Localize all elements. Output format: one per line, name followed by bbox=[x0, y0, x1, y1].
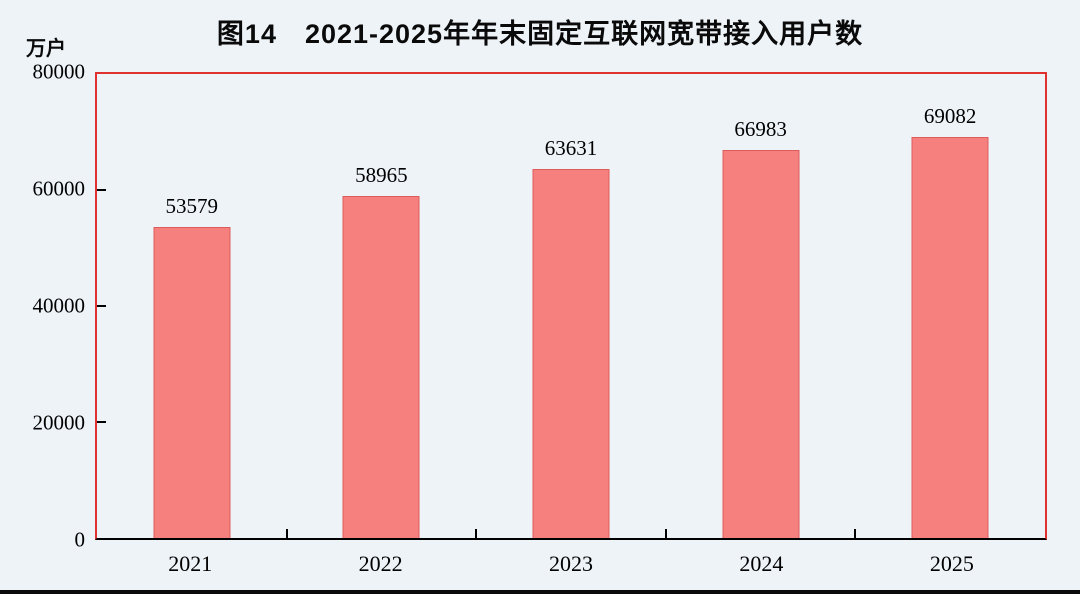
bar-slot: 66983 bbox=[666, 74, 856, 538]
x-axis-label: 2021 bbox=[168, 551, 213, 576]
bar-2023 bbox=[532, 168, 610, 538]
bar-value-label: 63631 bbox=[544, 135, 598, 160]
y-tick-label: 40000 bbox=[32, 293, 86, 318]
bar-slot: 69082 bbox=[855, 74, 1045, 538]
x-axis-labels: 2021 2022 2023 2024 2025 bbox=[95, 551, 1047, 577]
y-tick-label: 80000 bbox=[32, 59, 86, 84]
x-axis-label: 2022 bbox=[358, 551, 403, 576]
bottom-border-line bbox=[0, 590, 1080, 594]
y-axis-tick-labels: 0 20000 40000 60000 80000 bbox=[0, 61, 86, 550]
bar-2021 bbox=[153, 227, 231, 538]
bar-value-label: 58965 bbox=[355, 163, 408, 188]
y-tick-label: 0 bbox=[74, 527, 86, 552]
plot-area: 53579 58965 63631 66983 69082 bbox=[95, 72, 1047, 540]
bar-2024 bbox=[722, 149, 800, 538]
bar-slot: 58965 bbox=[287, 74, 477, 538]
bars-container: 53579 58965 63631 66983 69082 bbox=[97, 74, 1045, 538]
y-tick-label: 60000 bbox=[32, 176, 86, 201]
chart-title: 图14 2021-2025年年末固定互联网宽带接入用户数 bbox=[216, 19, 864, 49]
y-axis-unit-label: 万户 bbox=[26, 38, 66, 60]
x-axis-label: 2024 bbox=[739, 551, 784, 576]
bar-value-label: 53579 bbox=[165, 194, 219, 219]
bar-value-label: 66983 bbox=[734, 116, 787, 141]
x-tick-mark bbox=[285, 529, 288, 538]
bar-2022 bbox=[342, 196, 420, 538]
y-tick-mark bbox=[97, 189, 106, 191]
x-axis-label: 2023 bbox=[549, 551, 594, 576]
x-axis-label: 2025 bbox=[929, 551, 974, 576]
bar-slot: 63631 bbox=[476, 74, 666, 538]
bar-2025 bbox=[911, 137, 989, 538]
y-tick-mark bbox=[97, 305, 106, 307]
x-tick-mark bbox=[854, 529, 857, 538]
bar-slot: 53579 bbox=[97, 74, 287, 538]
x-tick-mark bbox=[475, 529, 478, 538]
x-tick-mark bbox=[664, 529, 667, 538]
y-tick-mark bbox=[97, 421, 106, 423]
bar-value-label: 69082 bbox=[923, 104, 977, 129]
y-tick-label: 20000 bbox=[32, 410, 86, 435]
